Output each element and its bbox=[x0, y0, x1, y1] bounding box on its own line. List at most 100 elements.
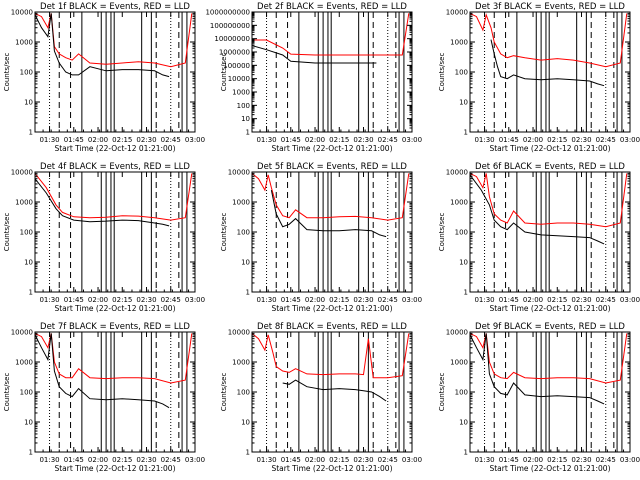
x-tick-label: 03:00 bbox=[402, 456, 422, 464]
x-tick-label: 02:30 bbox=[353, 136, 373, 144]
x-tick-label: 02:45 bbox=[596, 136, 616, 144]
panel-5: Det 5f BLACK = Events, RED = LLD 1 10 100 10… bbox=[220, 162, 422, 313]
panel-8: Det 8f BLACK = Events, RED = LLD 1 10 100 10… bbox=[220, 322, 422, 473]
panel-title: Det 5f BLACK = Events, RED = LLD bbox=[257, 162, 407, 172]
x-tick-label: 01:30 bbox=[256, 136, 276, 144]
y-tick-label: 100 bbox=[20, 389, 33, 397]
y-tick-label: 1000 bbox=[15, 199, 33, 207]
y-tick-label: 100 bbox=[237, 229, 250, 237]
x-tick-label: 02:45 bbox=[161, 456, 181, 464]
panel-title: Det 3f BLACK = Events, RED = LLD bbox=[475, 2, 625, 12]
series-lld-line bbox=[252, 13, 410, 56]
x-tick-label: 02:45 bbox=[378, 136, 398, 144]
x-tick-label: 02:15 bbox=[112, 456, 132, 464]
x-tick-label: 01:30 bbox=[256, 456, 276, 464]
series-events-line bbox=[282, 379, 387, 402]
x-tick-label: 03:00 bbox=[185, 136, 205, 144]
y-tick-label: 10000 bbox=[228, 329, 250, 337]
x-tick-label: 01:30 bbox=[39, 296, 59, 304]
y-tick-label: 100 bbox=[455, 229, 468, 237]
panel-title: Det 8f BLACK = Events, RED = LLD bbox=[257, 322, 407, 332]
x-tick-label: 02:30 bbox=[353, 296, 373, 304]
x-tick-label: 02:15 bbox=[112, 296, 132, 304]
y-tick-label: 10 bbox=[24, 99, 33, 107]
x-tick-label: 01:45 bbox=[64, 456, 84, 464]
series-lld-line bbox=[251, 333, 410, 379]
x-tick-label: 02:30 bbox=[136, 296, 156, 304]
y-tick-label: 100 bbox=[237, 102, 250, 110]
y-axis-label: Counts/sec bbox=[3, 213, 11, 252]
x-axis-label: Start Time (22-Oct-12 01:21:00) bbox=[489, 144, 610, 153]
x-tick-label: 02:30 bbox=[571, 296, 591, 304]
x-tick-label: 01:45 bbox=[64, 296, 84, 304]
y-tick-label: 10000 bbox=[11, 169, 33, 177]
y-tick-label: 10000 bbox=[228, 169, 250, 177]
y-tick-label: 100 bbox=[20, 69, 33, 77]
x-axis-label: Start Time (22-Oct-12 01:21:00) bbox=[271, 144, 392, 153]
series-lld-line bbox=[251, 173, 410, 221]
x-tick-label: 03:00 bbox=[620, 136, 640, 144]
y-axis-label: Counts/sec bbox=[220, 213, 228, 252]
y-axis-label: Counts/sec bbox=[438, 213, 446, 252]
x-tick-label: 02:00 bbox=[305, 456, 325, 464]
x-axis-label: Start Time (22-Oct-12 01:21:00) bbox=[489, 464, 610, 473]
x-tick-label: 03:00 bbox=[620, 456, 640, 464]
x-tick-label: 01:30 bbox=[474, 136, 494, 144]
x-tick-label: 02:15 bbox=[547, 136, 567, 144]
y-tick-label: 10 bbox=[24, 259, 33, 267]
y-tick-label: 1 bbox=[464, 449, 468, 457]
panel-1: Det 1f BLACK = Events, RED = LLD 1 10 100 10… bbox=[3, 2, 205, 153]
x-tick-label: 01:30 bbox=[39, 136, 59, 144]
x-tick-label: 03:00 bbox=[402, 136, 422, 144]
panel-3: Det 3f BLACK = Events, RED = LLD 1 10 100 10… bbox=[438, 2, 640, 153]
panel-6: Det 6f BLACK = Events, RED = LLD 1 10 100 10… bbox=[438, 162, 640, 313]
x-tick-label: 01:45 bbox=[281, 296, 301, 304]
y-tick-label: 10 bbox=[459, 419, 468, 427]
y-tick-label: 10 bbox=[241, 419, 250, 427]
y-tick-label: 1000 bbox=[15, 359, 33, 367]
y-tick-label: 10 bbox=[241, 115, 250, 123]
x-axis-label: Start Time (22-Oct-12 01:21:00) bbox=[489, 304, 610, 313]
x-axis-label: Start Time (22-Oct-12 01:21:00) bbox=[54, 304, 175, 313]
panel-title: Det 9f BLACK = Events, RED = LLD bbox=[475, 322, 625, 332]
x-tick-label: 02:00 bbox=[523, 296, 543, 304]
x-tick-label: 03:00 bbox=[620, 296, 640, 304]
y-tick-label: 1000 bbox=[450, 39, 468, 47]
x-axis-label: Start Time (22-Oct-12 01:21:00) bbox=[54, 464, 175, 473]
x-tick-label: 02:00 bbox=[88, 136, 108, 144]
y-tick-label: 100 bbox=[20, 229, 33, 237]
y-tick-label: 10000 bbox=[228, 75, 250, 83]
x-tick-label: 02:15 bbox=[329, 456, 349, 464]
y-tick-label: 1 bbox=[29, 129, 33, 137]
x-tick-label: 02:15 bbox=[329, 296, 349, 304]
y-tick-label: 100000000 bbox=[210, 22, 250, 30]
panel-title: Det 1f BLACK = Events, RED = LLD bbox=[40, 2, 190, 12]
y-tick-label: 1 bbox=[29, 449, 33, 457]
y-axis-label: Counts/sec bbox=[3, 373, 11, 412]
y-axis-label: Counts/sec bbox=[220, 53, 228, 92]
y-tick-label: 1 bbox=[246, 449, 250, 457]
y-tick-label: 1000000 bbox=[219, 49, 250, 57]
y-tick-label: 10000 bbox=[446, 169, 468, 177]
y-tick-label: 100000 bbox=[223, 62, 250, 70]
x-tick-label: 01:45 bbox=[281, 456, 301, 464]
x-tick-label: 02:45 bbox=[161, 296, 181, 304]
panel-9: Det 9f BLACK = Events, RED = LLD 1 10 100 10… bbox=[438, 322, 640, 473]
x-tick-label: 03:00 bbox=[402, 296, 422, 304]
y-tick-label: 1000 bbox=[450, 359, 468, 367]
y-tick-label: 1000 bbox=[15, 39, 33, 47]
panel-7: Det 7f BLACK = Events, RED = LLD 1 10 100 10… bbox=[3, 322, 205, 473]
y-tick-label: 100 bbox=[237, 389, 250, 397]
y-tick-label: 1000 bbox=[232, 199, 250, 207]
x-tick-label: 01:45 bbox=[281, 136, 301, 144]
x-tick-label: 02:15 bbox=[547, 296, 567, 304]
x-axis-label: Start Time (22-Oct-12 01:21:00) bbox=[271, 304, 392, 313]
x-tick-label: 02:30 bbox=[353, 456, 373, 464]
y-tick-label: 1 bbox=[464, 129, 468, 137]
series-events-line bbox=[34, 333, 170, 409]
x-tick-label: 02:30 bbox=[136, 456, 156, 464]
series-events-line bbox=[251, 45, 377, 64]
series-events-line bbox=[34, 178, 170, 227]
y-tick-label: 10000000 bbox=[214, 35, 250, 43]
x-tick-label: 01:30 bbox=[39, 456, 59, 464]
